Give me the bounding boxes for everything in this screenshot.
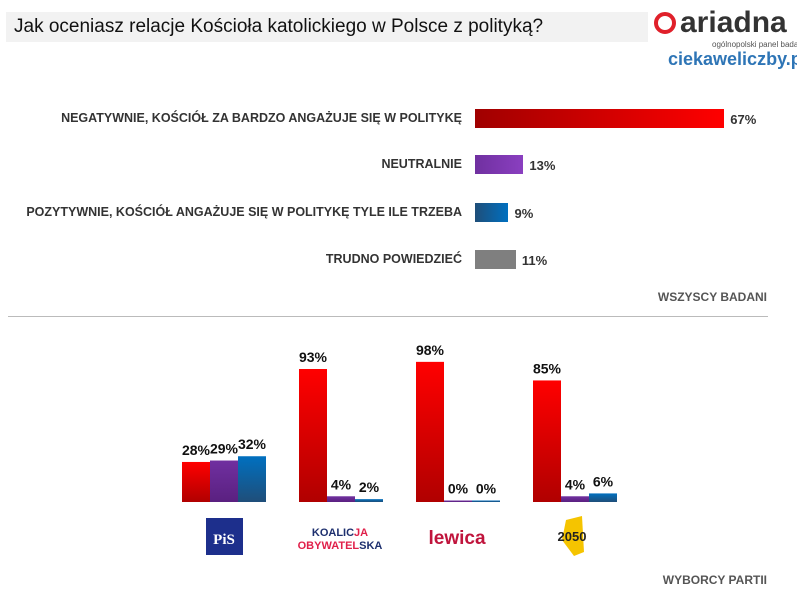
bar: [444, 500, 472, 502]
value-label: 0%: [476, 481, 497, 497]
bar: [210, 460, 238, 502]
svg-text:OBYWATELSKA: OBYWATELSKA: [298, 540, 383, 552]
value-label: 11%: [521, 253, 548, 268]
bar: [416, 361, 444, 502]
bar: [238, 456, 266, 502]
bar: [589, 493, 617, 502]
section-label-parties: WYBORCY PARTII: [662, 573, 767, 587]
value-label: 32%: [238, 436, 267, 452]
value-label: 29%: [210, 441, 239, 457]
bar: [475, 203, 509, 222]
bar: [472, 500, 500, 502]
category-label: POZYTYWNIE, KOŚCIÓŁ ANGAŻUJE SIĘ W POLIT…: [26, 205, 462, 219]
ariadna-logo: ariadna: [654, 6, 787, 40]
section-label-all: WSZYSCY BADANI: [657, 290, 767, 304]
value-label: 2%: [359, 479, 380, 495]
bar: [561, 496, 589, 502]
logo-pis-text: PiS: [213, 532, 235, 548]
divider: [8, 316, 768, 317]
bar: [299, 369, 327, 502]
bar: [327, 496, 355, 502]
logo-pis: PiS: [206, 518, 243, 555]
page-title: Jak oceniasz relacje Kościoła katolickie…: [6, 12, 648, 42]
logo-ring-icon: [654, 12, 676, 34]
brand-site: ciekaweliczby.pl: [668, 49, 797, 69]
value-label: 93%: [299, 349, 328, 365]
value-label: 0%: [448, 481, 469, 497]
bar: [475, 155, 524, 174]
category-label: NEGATYWNIE, KOŚCIÓŁ ZA BARDZO ANGAŻUJE S…: [61, 111, 462, 125]
bar: [475, 250, 516, 269]
value-label: 9%: [514, 206, 534, 221]
logo-2050-text: 2050: [558, 529, 587, 544]
category-label: TRUDNO POWIEDZIEĆ: [325, 252, 462, 266]
brand-tagline: ogólnopolski panel badawczy: [712, 40, 797, 49]
value-label: 98%: [416, 342, 445, 358]
value-label: 28%: [182, 442, 211, 458]
value-label: 4%: [331, 476, 352, 492]
category-label: NEUTRALNIE: [381, 157, 462, 171]
logo-2050: 2050: [558, 516, 587, 556]
bar: [475, 109, 725, 128]
bar: [533, 380, 561, 502]
logo-text: ariadna: [680, 6, 787, 39]
svg-text:KOALICJA: KOALICJA: [312, 527, 368, 539]
value-label: 6%: [593, 473, 614, 489]
value-label: 67%: [730, 112, 757, 127]
bar: [182, 461, 210, 502]
bar: [355, 499, 383, 502]
value-label: 4%: [565, 476, 586, 492]
value-label: 13%: [529, 158, 556, 173]
logo-lewica: lewica: [428, 528, 485, 549]
value-label: 85%: [533, 360, 562, 376]
